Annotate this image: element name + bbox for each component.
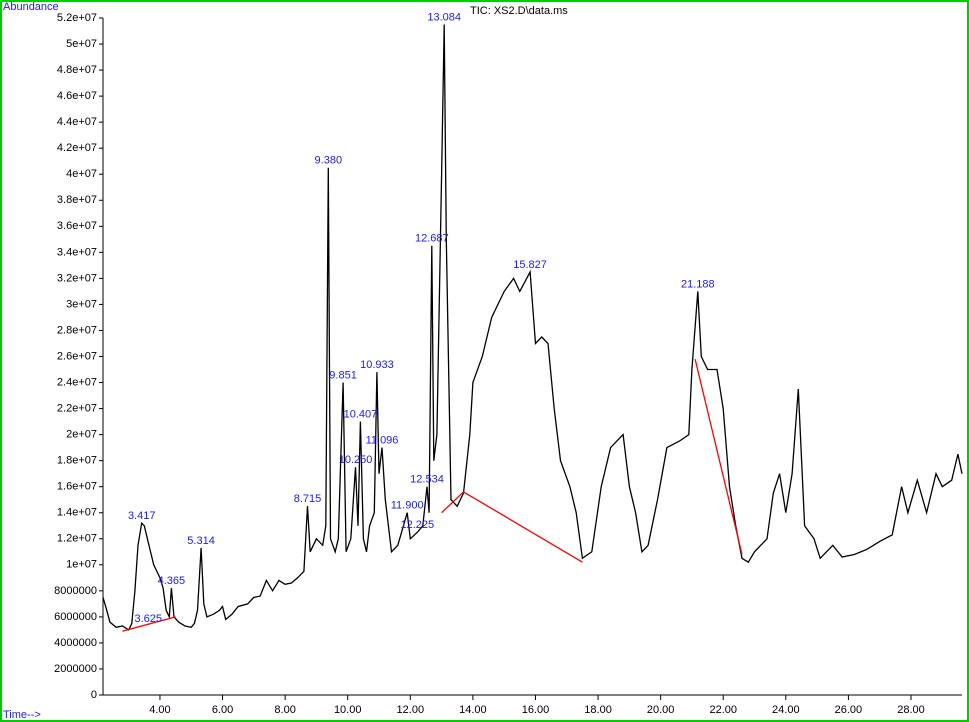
- y-tick-label: 4.6e+07: [57, 90, 97, 102]
- x-tick-label: 28.00: [897, 704, 925, 716]
- y-tick-label: 0: [91, 689, 97, 701]
- trace-line: [441, 491, 583, 563]
- x-tick-label: 14.00: [459, 704, 487, 716]
- y-axis-label: Abundance: [3, 1, 59, 13]
- peak-label: 13.084: [427, 11, 461, 23]
- peak-label: 21.188: [681, 278, 715, 290]
- peak-label: 8.715: [294, 493, 322, 505]
- y-tick-label: 2.6e+07: [57, 350, 97, 362]
- peak-label: 11.900: [391, 500, 424, 512]
- x-tick-label: 22.00: [709, 704, 737, 716]
- x-tick-label: 26.00: [835, 704, 863, 716]
- x-tick-label: 24.00: [772, 704, 800, 716]
- x-tick-label: 8.00: [274, 704, 295, 716]
- x-tick-label: 10.00: [334, 704, 362, 716]
- peak-label: 3.417: [128, 510, 156, 522]
- peak-label: 10.250: [339, 454, 373, 466]
- y-tick-label: 1.6e+07: [57, 481, 97, 493]
- x-axis-label: Time-->: [3, 709, 41, 721]
- y-tick-label: 1.4e+07: [57, 507, 97, 519]
- y-tick-label: 2000000: [54, 663, 97, 675]
- y-tick-label: 2.2e+07: [57, 402, 97, 414]
- peak-label: 10.407: [344, 409, 378, 421]
- y-tick-label: 5.2e+07: [57, 12, 97, 24]
- y-tick-label: 4.4e+07: [57, 116, 97, 128]
- y-tick-label: 3.8e+07: [57, 194, 97, 206]
- y-tick-label: 4.2e+07: [57, 142, 97, 154]
- peak-label: 10.933: [360, 359, 394, 371]
- y-tick-label: 4e+07: [66, 168, 97, 180]
- peak-label: 12.534: [410, 474, 444, 486]
- y-tick-label: 4.8e+07: [57, 64, 97, 76]
- x-tick-label: 12.00: [397, 704, 425, 716]
- trace-line: [102, 24, 963, 631]
- y-tick-label: 5e+07: [66, 38, 97, 50]
- x-tick-label: 16.00: [522, 704, 550, 716]
- y-tick-label: 2.8e+07: [57, 324, 97, 336]
- peak-label: 5.314: [187, 535, 215, 547]
- x-tick-label: 6.00: [212, 704, 233, 716]
- x-tick-label: 18.00: [584, 704, 612, 716]
- peak-label: 12.687: [415, 233, 449, 245]
- y-tick-label: 3.2e+07: [57, 272, 97, 284]
- peak-label: 3.625: [134, 613, 162, 625]
- peak-label: 11.096: [366, 435, 399, 447]
- y-tick-label: 8000000: [54, 585, 97, 597]
- y-tick-label: 2e+07: [66, 429, 97, 441]
- y-tick-label: 4000000: [54, 637, 97, 649]
- y-tick-label: 3e+07: [66, 298, 97, 310]
- y-tick-label: 6000000: [54, 611, 97, 623]
- chart-title: TIC: XS2.D\data.ms: [470, 5, 568, 17]
- y-tick-label: 1e+07: [66, 559, 97, 571]
- peak-label: 9.851: [329, 369, 357, 381]
- y-tick-label: 3.4e+07: [57, 246, 97, 258]
- peak-label: 4.365: [158, 575, 186, 587]
- trace-line: [694, 358, 743, 555]
- y-tick-label: 3.6e+07: [57, 220, 97, 232]
- y-tick-label: 2.4e+07: [57, 376, 97, 388]
- y-tick-label: 1.2e+07: [57, 533, 97, 545]
- trace-line: [122, 616, 176, 632]
- peak-label: 9.380: [315, 155, 343, 167]
- peak-label: 15.827: [513, 259, 547, 271]
- y-tick-label: 1.8e+07: [57, 455, 97, 467]
- peak-label: 12.225: [401, 519, 435, 531]
- x-tick-label: 4.00: [149, 704, 170, 716]
- x-tick-label: 20.00: [647, 704, 675, 716]
